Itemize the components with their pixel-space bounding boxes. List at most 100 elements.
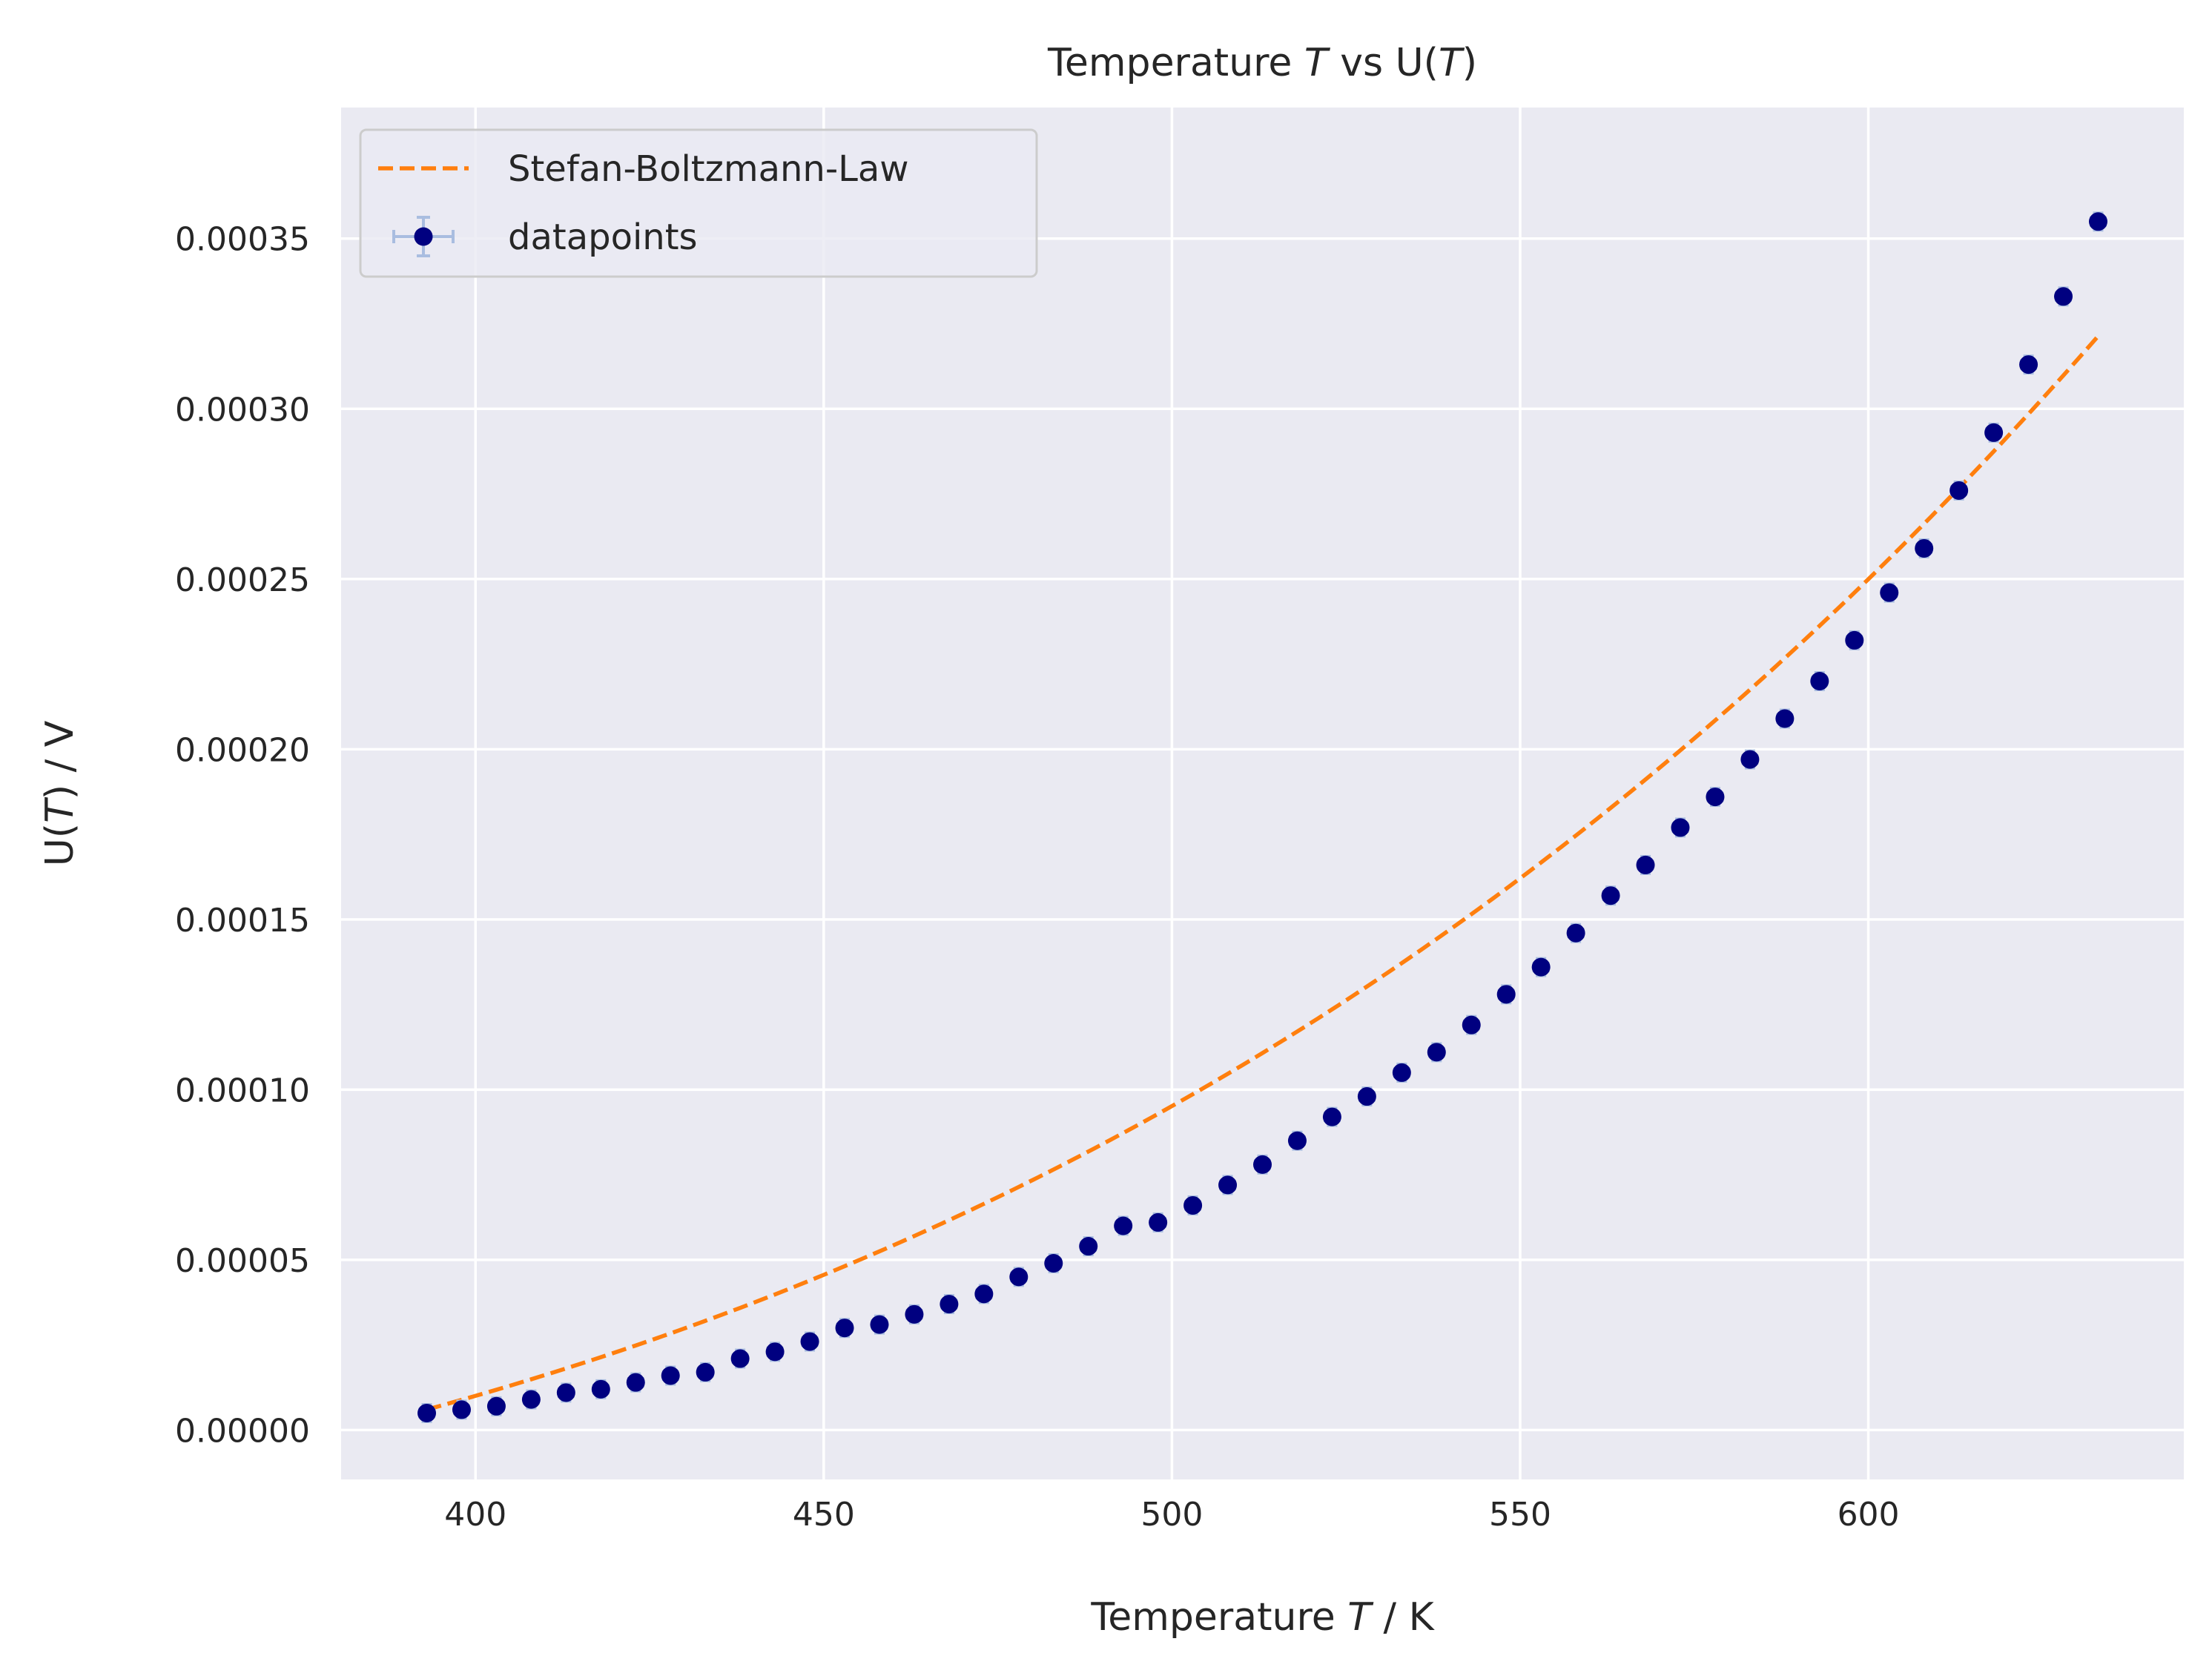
- data-point-marker: [1775, 709, 1795, 728]
- y-tick-label: 0.00025: [175, 561, 310, 599]
- data-point-marker: [2054, 287, 2073, 306]
- data-point: [1149, 1212, 1168, 1233]
- data-point: [1845, 630, 1864, 650]
- data-point-marker: [940, 1295, 959, 1314]
- x-tick-label: 550: [1489, 1496, 1551, 1534]
- data-point: [870, 1314, 889, 1335]
- title-var-2: T: [1439, 41, 1465, 85]
- data-point-marker: [730, 1349, 750, 1368]
- data-point-marker: [521, 1390, 541, 1409]
- data-point: [1322, 1106, 1341, 1127]
- data-point-marker: [661, 1366, 680, 1385]
- data-point-marker: [1079, 1237, 1098, 1256]
- data-point-marker: [1253, 1155, 1272, 1174]
- y-tick-label: 0.00010: [175, 1072, 310, 1109]
- data-point: [905, 1304, 924, 1324]
- data-point-marker: [626, 1373, 645, 1392]
- plot-area: [341, 108, 2184, 1479]
- data-point: [974, 1284, 994, 1304]
- y-tick-label: 0.00020: [175, 731, 310, 769]
- data-point-marker: [1462, 1015, 1481, 1035]
- chart-title: Temperature T vs U(T): [1047, 41, 1477, 85]
- data-point: [835, 1318, 854, 1339]
- data-point: [1531, 957, 1551, 977]
- data-point: [452, 1399, 471, 1420]
- data-point-marker: [1009, 1267, 1029, 1287]
- data-point-marker: [905, 1304, 924, 1324]
- data-point: [1462, 1014, 1481, 1035]
- data-point-marker: [1636, 855, 1655, 874]
- ylabel-text-2: ) / V: [38, 720, 82, 799]
- data-point: [1601, 885, 1620, 906]
- data-point-marker: [1671, 818, 1690, 837]
- data-point: [1740, 749, 1760, 770]
- points-layer: [417, 211, 2107, 1423]
- x-tick-label: 400: [444, 1496, 506, 1534]
- data-point: [1183, 1195, 1203, 1215]
- data-point: [1915, 538, 1934, 558]
- data-point-marker: [556, 1383, 575, 1402]
- data-point: [1566, 923, 1585, 943]
- data-point-marker: [1322, 1107, 1341, 1126]
- data-point: [800, 1331, 819, 1352]
- data-point: [696, 1362, 715, 1382]
- data-point-marker: [1044, 1253, 1063, 1273]
- data-point: [1253, 1154, 1272, 1175]
- data-point-marker: [1287, 1131, 1307, 1150]
- data-point: [2054, 286, 2073, 307]
- x-tick-label: 600: [1838, 1496, 1900, 1534]
- data-point: [765, 1342, 785, 1362]
- xlabel-text-1: Temperature: [1090, 1595, 1347, 1640]
- ylabel-text-1: U(: [38, 823, 82, 866]
- legend-marker: [414, 227, 433, 246]
- y-axis-label: U(T) / V: [38, 720, 82, 866]
- data-point-marker: [835, 1319, 854, 1338]
- data-point-marker: [974, 1284, 994, 1304]
- data-point: [417, 1403, 437, 1423]
- ylabel-var: T: [38, 796, 82, 823]
- grid: [341, 108, 2184, 1479]
- data-point-marker: [800, 1332, 819, 1351]
- data-point: [1775, 708, 1795, 729]
- data-point: [1706, 787, 1725, 808]
- data-point: [1044, 1253, 1063, 1273]
- x-tick-labels: 400 450 500 550 600: [444, 1496, 1899, 1534]
- x-axis-label: Temperature T / K: [1090, 1595, 1435, 1640]
- y-tick-labels: 0.00000 0.00005 0.00010 0.00015 0.00020 0.000…: [175, 221, 310, 1451]
- legend: Stefan-Boltzmann-Law datapoints: [359, 128, 1038, 278]
- data-point: [661, 1365, 680, 1386]
- x-tick-label: 450: [793, 1496, 855, 1534]
- data-point: [1079, 1236, 1098, 1257]
- data-point-marker: [486, 1396, 506, 1416]
- data-point: [1671, 817, 1690, 838]
- data-point: [1636, 854, 1655, 875]
- data-point: [1218, 1175, 1238, 1195]
- data-point-marker: [1949, 481, 1969, 500]
- data-point-marker: [452, 1400, 471, 1419]
- data-point: [1287, 1130, 1307, 1151]
- data-point: [626, 1372, 645, 1393]
- data-point: [940, 1294, 959, 1315]
- y-tick-label: 0.00035: [175, 221, 310, 259]
- data-point-marker: [1531, 957, 1551, 977]
- data-point: [521, 1389, 541, 1410]
- y-tick-label: 0.00000: [175, 1412, 310, 1450]
- y-tick-label: 0.00005: [175, 1242, 310, 1280]
- data-point-marker: [1810, 672, 1829, 691]
- data-point: [1984, 422, 2004, 443]
- data-point: [1114, 1215, 1133, 1236]
- title-var-1: T: [1304, 41, 1331, 85]
- data-point: [1949, 480, 1969, 501]
- y-tick-label: 0.00030: [175, 391, 310, 429]
- data-point-marker: [1706, 788, 1725, 807]
- data-point-marker: [1740, 750, 1760, 769]
- title-text-1: Temperature: [1047, 41, 1304, 85]
- data-point: [1880, 582, 1899, 603]
- title-text-3: ): [1462, 41, 1477, 85]
- data-point-marker: [1566, 923, 1585, 943]
- data-point: [2019, 354, 2038, 375]
- data-point-marker: [417, 1403, 437, 1422]
- data-point: [1427, 1042, 1446, 1063]
- fit-layer: [426, 334, 2100, 1412]
